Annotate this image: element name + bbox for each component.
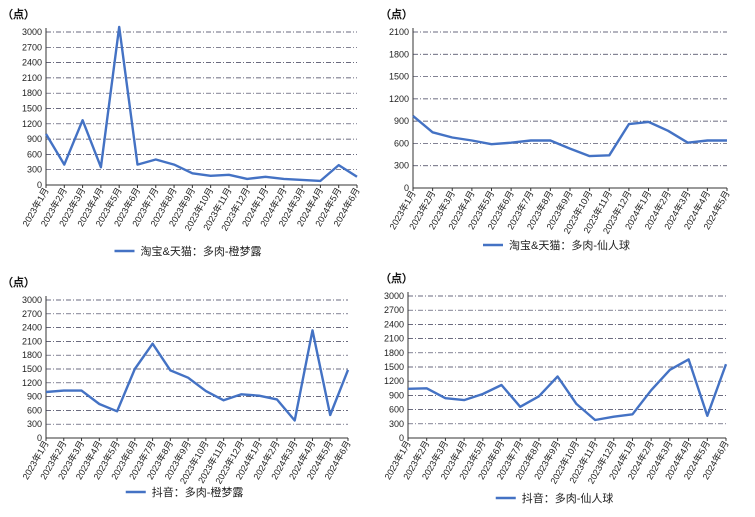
series-line bbox=[412, 114, 727, 158]
y-tick-label: 2100 bbox=[389, 27, 409, 37]
y-tick-label: 2700 bbox=[384, 305, 404, 315]
series-line bbox=[44, 25, 358, 183]
y-tick-label: 300 bbox=[394, 161, 409, 171]
y-tick-label: 0 bbox=[37, 180, 42, 190]
legend-label: 抖音：多肉-仙人球 bbox=[522, 491, 614, 505]
chart-taobao-xianrenqiu: （点） 0 300 600 900 1200 1500 1800 2100 2023年1月 2023… bbox=[378, 0, 755, 258]
chart-douyin-xianrenqiu: （点） 0 300 600 900 1200 1500 1800 2100 2400 2700 300… bbox=[378, 259, 755, 517]
y-unit-label: （点） bbox=[2, 275, 35, 289]
y-tick-label: 300 bbox=[27, 419, 42, 429]
chart-svg: （点）030060090012001500180021002023年1月2023… bbox=[380, 7, 732, 252]
y-tick-label: 2700 bbox=[22, 42, 42, 52]
y-tick-label: 1200 bbox=[389, 94, 409, 104]
y-tick-label: 0 bbox=[37, 433, 42, 443]
y-tick-label: 2700 bbox=[22, 309, 42, 319]
y-tick-label: 0 bbox=[399, 433, 404, 443]
legend-label: 淘宝&天猫：多肉-仙人球 bbox=[509, 238, 630, 252]
chart-svg: （点） 0 300 600 900 1200 1500 1800 2100 2400 2700 300… bbox=[2, 275, 353, 499]
y-tick-label: 1800 bbox=[389, 49, 409, 59]
y-tick-label: 1800 bbox=[22, 88, 42, 98]
chart-taobao-chengmenglu: （点） 0 300 600 900 1200 1500 1800 2100 2400 2700 300… bbox=[0, 0, 377, 258]
chart-douyin-chengmenglu: （点） 0 300 600 900 1200 1500 1800 2100 2400 2700 300… bbox=[0, 259, 377, 517]
y-tick-label: 900 bbox=[27, 134, 42, 144]
y-tick-label: 900 bbox=[394, 116, 409, 126]
y-tick-label: 2400 bbox=[384, 319, 404, 329]
chart-svg: （点） 0 300 600 900 1200 1500 1800 2100 2400 2700 300… bbox=[380, 271, 731, 505]
y-tick-label: 2100 bbox=[22, 336, 42, 346]
y-tick-label: 1500 bbox=[22, 364, 42, 374]
y-tick-label: 1500 bbox=[389, 72, 409, 82]
legend-label: 淘宝&天猫：多肉-橙梦露 bbox=[141, 244, 262, 258]
chart-svg: （点） 0 300 600 900 1200 1500 1800 2100 2400 2700 300… bbox=[2, 7, 362, 258]
y-tick-label: 900 bbox=[27, 392, 42, 402]
y-tick-label: 0 bbox=[404, 183, 409, 193]
y-tick-label: 3000 bbox=[384, 291, 404, 301]
y-tick-label: 600 bbox=[27, 149, 42, 159]
y-tick-label: 2400 bbox=[22, 58, 42, 68]
y-tick-label: 600 bbox=[27, 405, 42, 415]
y-tick-label: 1500 bbox=[22, 104, 42, 114]
y-tick-label: 300 bbox=[27, 165, 42, 175]
y-tick-label: 2100 bbox=[22, 73, 42, 83]
series-line bbox=[407, 358, 728, 422]
y-unit-label: （点） bbox=[380, 7, 413, 21]
y-unit-label: （点） bbox=[2, 7, 35, 21]
y-unit-label: （点） bbox=[380, 271, 413, 285]
y-tick-label: 3000 bbox=[22, 295, 42, 305]
y-tick-label: 2100 bbox=[384, 334, 404, 344]
y-tick-label: 3000 bbox=[22, 27, 42, 37]
y-tick-label: 1200 bbox=[22, 378, 42, 388]
y-tick-label: 1800 bbox=[22, 350, 42, 360]
y-tick-label: 1200 bbox=[384, 376, 404, 386]
y-tick-label: 600 bbox=[394, 138, 409, 148]
y-tick-label: 300 bbox=[389, 419, 404, 429]
y-tick-label: 2400 bbox=[22, 323, 42, 333]
legend-label: 抖音：多肉-橙梦露 bbox=[152, 485, 244, 499]
y-tick-label: 1200 bbox=[22, 119, 42, 129]
y-tick-label: 1800 bbox=[384, 348, 404, 358]
y-tick-label: 1500 bbox=[384, 362, 404, 372]
series-line bbox=[45, 329, 350, 422]
y-tick-label: 600 bbox=[389, 405, 404, 415]
y-tick-label: 900 bbox=[389, 390, 404, 400]
